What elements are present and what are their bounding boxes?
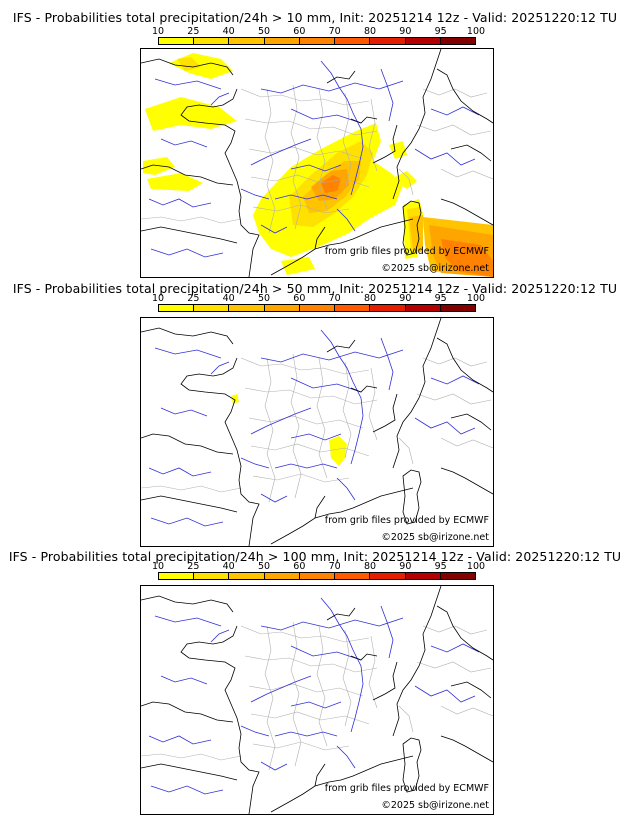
legend-color-cell	[440, 38, 475, 44]
legend-tick-labels: 10 25 40 50 60 70 80 90 95 100	[152, 26, 485, 37]
rivers	[148, 597, 480, 795]
legend-tick-label: 60	[293, 26, 306, 37]
credit-copyright: ©2025 sb@irizone.net	[381, 532, 489, 543]
legend-tick-label: 25	[187, 293, 200, 304]
legend-color-cell	[440, 573, 475, 579]
admin-boundaries	[141, 353, 493, 503]
legend-color-cell	[299, 573, 336, 579]
legend-color-cell	[229, 305, 265, 311]
credit-copyright: ©2025 sb@irizone.net	[381, 800, 489, 811]
legend-tick-label: 80	[363, 26, 377, 37]
legend-tick-label: 25	[187, 561, 200, 572]
legend-tick-label: 60	[293, 561, 306, 572]
legend-tick-labels: 10 25 40 50 60 70 80 90 95 100	[152, 561, 485, 572]
precipitation-map: from grib files provided by ECMWF ©2025 …	[140, 48, 494, 278]
admin-boundaries	[141, 621, 493, 771]
legend-tick-label: 50	[257, 26, 271, 37]
legend-color-cell	[440, 305, 475, 311]
panel-title: IFS - Probabilities total precipitation/…	[8, 549, 622, 564]
legend-color-cell	[405, 38, 441, 44]
legend-tick-labels: 10 25 40 50 60 70 80 90 95 100	[152, 293, 485, 304]
legend-tick-label: 70	[328, 293, 341, 304]
panel-title: IFS - Probabilities total precipitation/…	[12, 10, 618, 25]
legend-tick-label: 40	[222, 561, 235, 572]
probability-shading	[231, 394, 347, 466]
coastlines-and-borders	[141, 318, 493, 546]
legend-color-cell	[264, 305, 300, 311]
rivers	[148, 329, 480, 527]
legend-tick-label: 95	[434, 26, 447, 37]
credit-copyright: ©2025 sb@irizone.net	[381, 263, 489, 274]
legend-color-cell	[335, 573, 371, 579]
legend-tick-label: 90	[399, 561, 412, 572]
credit-source: from grib files provided by ECMWF	[324, 783, 489, 794]
legend-color-cell	[229, 38, 265, 44]
legend-tick-label: 10	[151, 26, 165, 37]
legend-color-cell	[194, 38, 230, 44]
legend-color-cell	[299, 305, 336, 311]
legend-tick-label: 100	[466, 293, 486, 304]
color-legend: 10 25 40 50 60 70 80 90 95 100	[152, 26, 485, 45]
legend-color-cell	[194, 573, 230, 579]
legend-tick-label: 10	[151, 561, 165, 572]
legend-tick-label: 40	[222, 26, 235, 37]
legend-color-cell	[405, 573, 441, 579]
panel-title: IFS - Probabilities total precipitation/…	[12, 281, 618, 296]
legend-color-cell	[194, 305, 230, 311]
legend-tick-label: 95	[434, 293, 447, 304]
legend-color-cell	[264, 573, 300, 579]
legend-color-cell	[370, 305, 406, 311]
legend-tick-label: 40	[222, 293, 235, 304]
legend-tick-label: 50	[257, 561, 271, 572]
legend-color-cell	[370, 38, 406, 44]
legend-tick-label: 70	[328, 26, 341, 37]
legend-color-cell	[159, 38, 195, 44]
legend-tick-label: 70	[328, 561, 341, 572]
legend-tick-label: 10	[151, 293, 165, 304]
legend-color-cell	[335, 305, 371, 311]
legend-tick-label: 95	[434, 561, 447, 572]
legend-tick-label: 90	[399, 293, 412, 304]
credit-source: from grib files provided by ECMWF	[324, 246, 489, 257]
legend-color-cell	[159, 573, 195, 579]
legend-tick-label: 50	[257, 293, 271, 304]
legend-tick-label: 80	[363, 293, 377, 304]
legend-color-bar	[158, 304, 476, 312]
legend-tick-label: 90	[399, 26, 412, 37]
color-legend: 10 25 40 50 60 70 80 90 95 100	[152, 561, 485, 580]
color-legend: 10 25 40 50 60 70 80 90 95 100	[152, 293, 485, 312]
legend-tick-label: 100	[466, 26, 486, 37]
legend-color-bar	[158, 572, 476, 580]
legend-tick-label: 80	[363, 561, 377, 572]
admin-boundaries	[141, 84, 493, 234]
precipitation-map: from grib files provided by ECMWF ©2025 …	[140, 585, 494, 815]
coastlines-and-borders	[141, 586, 493, 814]
probability-shading	[143, 53, 493, 277]
rivers	[148, 60, 480, 258]
legend-color-cell	[370, 573, 406, 579]
legend-color-cell	[229, 573, 265, 579]
coastlines-and-borders	[141, 49, 493, 277]
legend-color-cell	[335, 38, 371, 44]
legend-color-cell	[405, 305, 441, 311]
legend-tick-label: 100	[466, 561, 486, 572]
legend-tick-label: 25	[187, 26, 200, 37]
precipitation-map: from grib files provided by ECMWF ©2025 …	[140, 317, 494, 547]
legend-color-cell	[264, 38, 300, 44]
legend-color-cell	[299, 38, 336, 44]
credit-source: from grib files provided by ECMWF	[324, 515, 489, 526]
legend-color-cell	[159, 305, 195, 311]
legend-tick-label: 60	[293, 293, 306, 304]
legend-color-bar	[158, 37, 476, 45]
